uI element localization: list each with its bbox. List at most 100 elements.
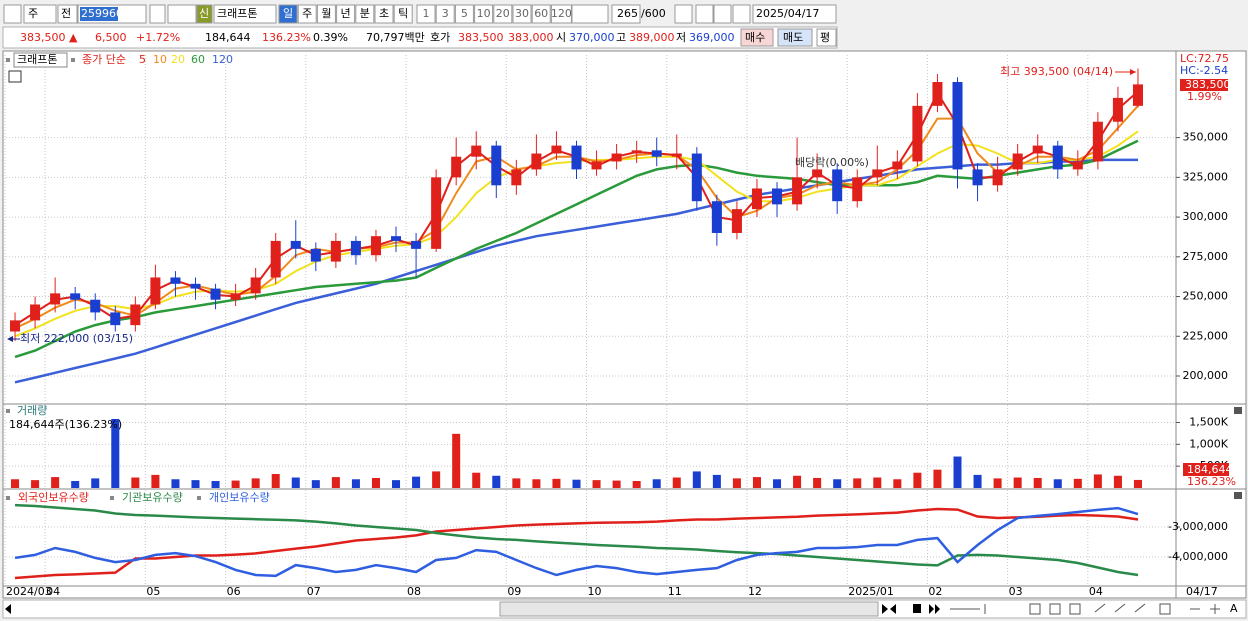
toolbar-box[interactable] [278, 4, 298, 24]
toolbar-icons[interactable] [950, 603, 1220, 615]
toolbar-box[interactable] [493, 4, 513, 24]
toolbar-box[interactable] [297, 4, 317, 24]
toolbar-box[interactable] [355, 4, 375, 24]
y-tick-label: 325,000 [1183, 170, 1229, 183]
toolbar-box[interactable] [3, 4, 22, 24]
candle-body [90, 299, 101, 313]
toolbar-box[interactable] [454, 4, 474, 24]
stock-name[interactable]: 크래프톤 [217, 7, 257, 20]
high-arrowhead [1129, 69, 1136, 75]
volume-bar [11, 479, 20, 488]
candle-body [1052, 145, 1063, 170]
period-button[interactable]: 월 [321, 7, 331, 20]
avg-button[interactable] [816, 28, 837, 47]
period-button[interactable]: 년 [341, 7, 351, 20]
toolbar-box[interactable] [531, 4, 551, 24]
series-line [14, 506, 1139, 578]
series-line [14, 139, 1139, 359]
market-select[interactable]: 주 [28, 7, 38, 20]
toolbar-box[interactable] [713, 4, 732, 24]
volume-bar [773, 479, 782, 488]
candle-body [290, 240, 301, 249]
minute-button[interactable]: 20 [496, 7, 510, 20]
volume-bar [692, 471, 701, 488]
toolbar-box[interactable] [752, 4, 837, 24]
sell-label[interactable]: 매도 [783, 31, 803, 44]
y-tick-label: -4,000,000 [1168, 550, 1228, 563]
toolbar-box[interactable] [435, 4, 455, 24]
toolbar-box[interactable] [196, 4, 213, 24]
toolbar-box[interactable] [149, 4, 166, 24]
period-button[interactable]: 분 [360, 7, 370, 20]
toolbar-box[interactable] [57, 4, 78, 24]
x-tick-label: 11 [668, 585, 682, 598]
panel-close[interactable] [1234, 407, 1242, 414]
volume-bar [793, 475, 802, 488]
table-icon[interactable] [8, 70, 22, 83]
volume-subtitle: 184,644주(136.23%) [9, 418, 122, 431]
minute-button[interactable]: 1 [423, 7, 430, 20]
period-button[interactable]: 주 [302, 7, 312, 20]
toolbar-box[interactable] [393, 4, 413, 24]
volume-bar [993, 478, 1002, 488]
minute-button[interactable]: 5 [461, 7, 468, 20]
period-button[interactable]: 초 [379, 7, 389, 20]
candle-body [270, 240, 281, 278]
period-button[interactable]: 일 [283, 6, 293, 20]
buy-label[interactable]: 매수 [745, 31, 765, 44]
prev-button[interactable]: 전 [61, 7, 71, 20]
candle-body [210, 288, 221, 300]
toolbar-box[interactable] [695, 4, 714, 24]
candle-body [431, 177, 442, 249]
quote-amount: 70,797백만 [366, 31, 425, 44]
toolbar-box[interactable] [550, 4, 572, 24]
toolbar-box[interactable] [674, 4, 693, 24]
low-arrowhead [7, 336, 13, 342]
toolbar-box[interactable] [316, 4, 336, 24]
legend-name-box [13, 52, 68, 68]
minute-button[interactable]: 120 [551, 7, 572, 20]
minute-button[interactable]: 30 [515, 7, 529, 20]
toolbar-box[interactable] [167, 4, 197, 24]
avg-label[interactable]: 평 [820, 31, 830, 44]
volume-bar [1053, 479, 1062, 488]
toolbar-box[interactable] [512, 4, 532, 24]
legend-entry: 20 [171, 53, 185, 66]
candle-body [992, 169, 1003, 186]
scroll-thumb[interactable] [499, 601, 879, 617]
toolbar-box[interactable] [336, 4, 356, 24]
scroll-left[interactable] [5, 604, 11, 614]
sell-button[interactable] [777, 28, 813, 47]
toolbar-box[interactable] [571, 4, 609, 24]
toolbar-box[interactable] [732, 4, 751, 24]
date-input[interactable]: 2025/04/17 [756, 7, 819, 20]
toolbar-box[interactable] [213, 4, 277, 24]
legend-entry: 120 [212, 53, 233, 66]
x-tick-label: 2024/03 [6, 585, 52, 598]
legend-marker [197, 496, 201, 500]
candle-body [872, 169, 883, 178]
toolbar-box[interactable] [374, 4, 394, 24]
candle-body [731, 209, 742, 233]
toolbar-box[interactable] [611, 4, 641, 24]
stock-code[interactable]: 259960 [81, 7, 123, 20]
panel-close[interactable] [1234, 492, 1242, 499]
minute-button[interactable]: 60 [534, 7, 548, 20]
buy-button[interactable] [740, 28, 774, 47]
bar-count[interactable]: 265 [617, 7, 638, 20]
minute-button[interactable]: 10 [477, 7, 491, 20]
minute-button[interactable]: 3 [442, 7, 449, 20]
candle-body [611, 153, 622, 162]
scroll-controls[interactable] [882, 604, 940, 614]
volume-bar [371, 477, 380, 488]
toolbar-box[interactable] [416, 4, 436, 24]
quote-high-label: 고 [616, 31, 626, 44]
toolbar-box[interactable] [23, 4, 57, 24]
new-badge[interactable]: 신 [199, 7, 209, 20]
period-button[interactable]: 틱 [398, 7, 408, 20]
toolbar-box[interactable] [474, 4, 494, 24]
candle-body [411, 240, 422, 249]
candle-body [1092, 121, 1103, 162]
volume-last-box [1183, 463, 1229, 476]
font-button[interactable]: A [1230, 602, 1238, 615]
